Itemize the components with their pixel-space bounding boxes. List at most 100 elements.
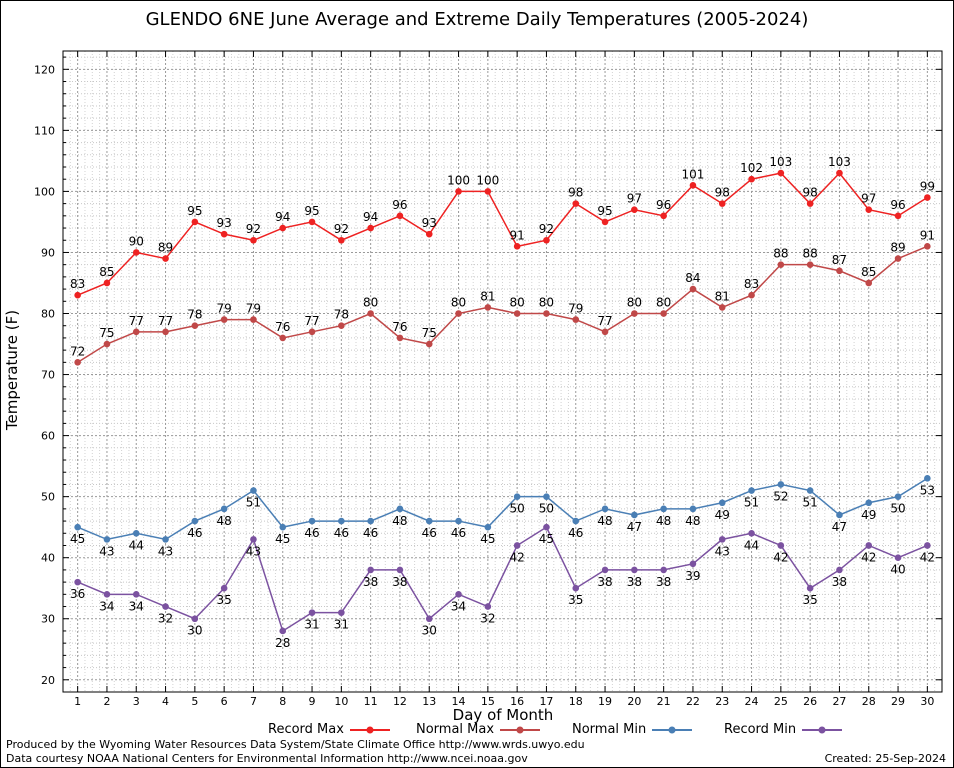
data-label-normal-min: 49 (715, 508, 730, 522)
data-point-normal-min (601, 505, 609, 513)
data-point-record-min (513, 542, 521, 549)
data-label-record-max: 83 (70, 277, 85, 291)
x-tick-label: 7 (250, 695, 257, 708)
data-label-record-min: 36 (70, 587, 85, 601)
data-label-normal-max: 75 (422, 326, 437, 340)
data-label-record-max: 101 (681, 167, 704, 181)
data-label-normal-max: 72 (70, 344, 85, 358)
data-label-normal-max: 79 (246, 302, 261, 316)
data-point-normal-min (367, 517, 374, 525)
data-point-record-min (74, 578, 81, 586)
data-label-record-min: 31 (304, 618, 319, 632)
data-label-normal-min: 51 (246, 496, 261, 510)
legend-label-record-max: Record Max (268, 722, 344, 737)
y-tick-label: 70 (41, 369, 55, 382)
data-label-record-max: 102 (740, 161, 763, 175)
data-label-record-min: 32 (158, 612, 173, 626)
data-point-record-max (777, 169, 785, 177)
data-label-record-min: 39 (685, 569, 700, 583)
x-tick-label: 19 (598, 695, 612, 708)
data-label-record-min: 38 (832, 575, 847, 589)
data-label-normal-min: 47 (627, 520, 642, 534)
x-tick-label: 28 (862, 695, 876, 708)
data-point-record-min (601, 566, 609, 574)
data-label-normal-min: 46 (363, 526, 378, 540)
data-label-record-min: 35 (803, 593, 818, 607)
x-tick-label: 5 (191, 695, 198, 708)
footer-produced-by: Produced by the Wyoming Water Resources … (6, 738, 585, 751)
data-label-record-max: 98 (715, 186, 730, 200)
data-point-record-max (367, 224, 374, 232)
data-point-normal-min (191, 517, 199, 525)
data-label-normal-max: 75 (99, 326, 114, 340)
data-point-record-max (191, 218, 199, 226)
data-label-normal-min: 46 (422, 526, 437, 540)
data-point-record-min (250, 536, 257, 543)
data-point-record-min (338, 609, 345, 616)
data-point-normal-min (74, 523, 81, 531)
data-point-record-max (484, 188, 492, 195)
data-point-record-min (777, 542, 785, 549)
data-point-normal-min (484, 523, 492, 531)
data-label-normal-min: 50 (510, 502, 525, 516)
data-label-record-min: 38 (363, 575, 378, 589)
data-point-record-max (601, 218, 609, 226)
x-tick-label: 15 (481, 695, 495, 708)
data-point-normal-max (748, 291, 755, 299)
footer-created: Created: 25-Sep-2024 (824, 752, 946, 765)
x-tick-label: 10 (334, 695, 348, 708)
x-tick-label: 12 (393, 695, 407, 708)
data-label-normal-min: 46 (304, 526, 319, 540)
data-point-normal-min (308, 517, 316, 525)
plot-area-border (62, 50, 943, 693)
data-label-normal-min: 51 (744, 496, 759, 510)
data-point-normal-max (572, 316, 580, 323)
data-label-record-min: 38 (656, 575, 671, 589)
data-label-normal-max: 80 (627, 296, 642, 310)
data-point-normal-min (924, 475, 931, 482)
data-label-normal-max: 76 (275, 320, 290, 334)
data-point-record-min (631, 566, 638, 574)
data-label-normal-min: 45 (480, 532, 495, 546)
data-point-record-max (103, 279, 111, 287)
x-tick-label: 24 (745, 695, 759, 708)
data-point-normal-min (894, 493, 902, 500)
data-point-normal-min (103, 536, 111, 543)
data-point-record-min (484, 603, 492, 610)
data-label-normal-max: 88 (773, 247, 788, 261)
footer-data-courtesy: Data courtesy NOAA National Centers for … (6, 752, 528, 765)
data-label-record-max: 98 (803, 186, 818, 200)
series-line-record-min (77, 526, 928, 633)
data-label-normal-min: 43 (99, 544, 114, 558)
data-label-record-max: 95 (304, 204, 319, 218)
legend-label-normal-max: Normal Max (416, 722, 495, 737)
data-point-record-min (132, 591, 140, 598)
legend-label-normal-min: Normal Min (572, 722, 647, 737)
x-tick-label: 3 (133, 695, 140, 708)
data-point-record-max (279, 224, 287, 232)
data-label-record-min: 30 (422, 624, 437, 638)
chart-title: GLENDO 6NE June Average and Extreme Dail… (145, 9, 809, 30)
data-label-record-min: 28 (275, 636, 290, 650)
data-label-normal-max: 80 (656, 296, 671, 310)
data-label-record-min: 44 (744, 538, 759, 552)
x-tick-label: 27 (832, 695, 846, 708)
data-label-record-max: 85 (99, 265, 114, 279)
data-label-normal-min: 46 (568, 526, 583, 540)
data-point-record-min (162, 603, 169, 610)
legend-swatch-normal-max (500, 726, 541, 733)
data-point-record-max (308, 218, 316, 226)
data-point-normal-max (455, 310, 462, 317)
data-point-record-min (455, 591, 462, 598)
data-label-record-max: 94 (363, 210, 378, 224)
data-label-record-min: 34 (99, 599, 114, 613)
data-label-normal-max: 87 (832, 253, 847, 267)
data-labels-layer: 83 85 90 89 95 93 92 94 95 92 94 96 93 100 100 91 92 98 95… (70, 155, 935, 650)
data-label-normal-min: 50 (890, 502, 905, 516)
data-point-record-max (132, 249, 140, 256)
data-label-normal-max: 77 (597, 314, 612, 328)
data-point-record-max (543, 236, 550, 244)
data-point-record-max (250, 236, 257, 244)
data-point-normal-min (836, 511, 843, 519)
x-tick-label: 4 (162, 695, 169, 708)
